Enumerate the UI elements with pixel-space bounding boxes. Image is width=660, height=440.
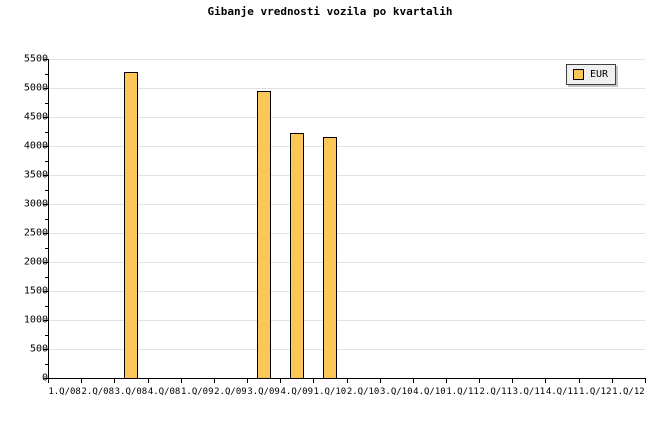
gridline bbox=[48, 233, 645, 234]
x-axis-tick-mark bbox=[446, 378, 447, 383]
y-axis-tick-mark bbox=[43, 175, 48, 176]
y-axis-tick-mark bbox=[43, 349, 48, 350]
y-axis-minor-tick bbox=[45, 219, 48, 220]
x-axis-tick-mark bbox=[247, 378, 248, 383]
legend-label-eur: EUR bbox=[590, 69, 609, 80]
x-axis-tick-mark bbox=[545, 378, 546, 383]
y-axis-tick-label: 3500 bbox=[23, 169, 48, 181]
x-axis-tick-mark bbox=[280, 378, 281, 383]
x-axis-tick-label: 4.Q/08 bbox=[147, 387, 181, 397]
chart-title: Gibanje vrednosti vozila po kvartalih bbox=[207, 5, 453, 18]
y-axis-tick-mark bbox=[43, 88, 48, 89]
x-axis-tick-mark bbox=[479, 378, 480, 383]
x-axis-tick-mark bbox=[81, 378, 82, 383]
y-axis-minor-tick bbox=[45, 277, 48, 278]
y-axis-minor-tick bbox=[45, 335, 48, 336]
x-axis-tick-label: 1.Q/12 bbox=[578, 387, 612, 397]
gridline bbox=[48, 349, 645, 350]
x-axis-tick-label: 1.Q/09 bbox=[180, 387, 214, 397]
x-axis-tick-mark bbox=[413, 378, 414, 383]
x-axis-tick-label: 3.Q/11 bbox=[512, 387, 546, 397]
x-axis-tick-label: 1.Q/10 bbox=[313, 387, 347, 397]
x-axis: 1.Q/08 2.Q/08 3.Q/08 4.Q/08 1.Q/09 2.Q/09 3.Q/… bbox=[48, 378, 646, 440]
x-axis-tick-label: 3.Q/10 bbox=[379, 387, 413, 397]
x-axis-tick-mark bbox=[579, 378, 580, 383]
bar[interactable] bbox=[256, 91, 271, 378]
y-axis-tick-label: 1500 bbox=[23, 285, 48, 297]
x-axis-tick-label: 4.Q/10 bbox=[413, 387, 446, 397]
y-axis-tick-label: 2500 bbox=[23, 227, 48, 239]
x-axis-tick-mark bbox=[148, 378, 149, 383]
bar[interactable] bbox=[322, 137, 337, 378]
y-axis-tick-label: 1000 bbox=[23, 314, 48, 326]
y-axis-tick-label: 0 bbox=[4, 373, 48, 384]
bar[interactable] bbox=[123, 72, 138, 378]
x-axis-tick-label: 4.Q/09 bbox=[280, 387, 314, 397]
y-axis-minor-tick bbox=[45, 364, 48, 365]
y-axis-tick-mark bbox=[43, 320, 48, 321]
x-axis-tick-label: 2.Q/10 bbox=[346, 387, 380, 397]
x-axis-tick-label: 2.Q/08 bbox=[81, 387, 115, 397]
x-axis-tick-mark bbox=[181, 378, 182, 383]
y-axis-tick-mark bbox=[43, 146, 48, 147]
y-axis-tick-mark bbox=[43, 204, 48, 205]
y-axis-minor-tick bbox=[45, 248, 48, 249]
gridline bbox=[48, 262, 645, 263]
gridline bbox=[48, 175, 645, 176]
x-axis-tick-mark bbox=[645, 378, 646, 383]
x-axis-tick-label: 2.Q/09 bbox=[214, 387, 247, 397]
gridline bbox=[48, 117, 645, 118]
legend-swatch-eur bbox=[573, 69, 584, 80]
x-axis-tick-mark bbox=[612, 378, 613, 383]
gridline bbox=[48, 59, 645, 60]
gridline bbox=[48, 291, 645, 292]
x-axis-tick-label: 4.Q/11 bbox=[545, 387, 579, 397]
y-axis-tick-label: 5500 bbox=[23, 53, 48, 65]
x-axis-tick-mark bbox=[313, 378, 314, 383]
y-axis-tick-label: 4500 bbox=[23, 111, 48, 123]
x-axis-tick-label: 3.Q/08 bbox=[114, 387, 148, 397]
y-axis-minor-tick bbox=[45, 74, 48, 75]
y-axis-tick-label: 5000 bbox=[23, 82, 48, 94]
y-axis-minor-tick bbox=[45, 103, 48, 104]
gridline bbox=[48, 204, 645, 205]
y-axis-tick-mark bbox=[43, 378, 48, 379]
gridline bbox=[48, 88, 645, 89]
x-axis-tick-label: 1.Q/11 bbox=[446, 387, 479, 397]
y-axis-line bbox=[48, 59, 49, 379]
x-axis-tick-mark bbox=[380, 378, 381, 383]
x-axis-tick-label: 1.Q/08 bbox=[48, 387, 81, 397]
plot-area bbox=[48, 59, 645, 378]
x-axis-tick-mark bbox=[114, 378, 115, 383]
x-axis-tick-label: 1.Q/12 bbox=[612, 387, 645, 397]
x-axis-tick-mark bbox=[214, 378, 215, 383]
x-axis-tick-mark bbox=[347, 378, 348, 383]
x-axis-tick-mark bbox=[512, 378, 513, 383]
y-axis-tick-label: 3000 bbox=[23, 198, 48, 210]
x-axis-tick-label: 3.Q/09 bbox=[247, 387, 280, 397]
y-axis-tick-label: 4000 bbox=[23, 140, 48, 152]
y-axis-tick-mark bbox=[43, 262, 48, 263]
gridline bbox=[48, 320, 645, 321]
gridline bbox=[48, 146, 645, 147]
y-axis-minor-tick bbox=[45, 161, 48, 162]
y-axis-tick-mark bbox=[43, 233, 48, 234]
y-axis-minor-tick bbox=[45, 132, 48, 133]
y-axis-tick-label: 2000 bbox=[23, 256, 48, 268]
bar[interactable] bbox=[289, 133, 304, 378]
chart-legend[interactable]: EUR bbox=[566, 64, 617, 85]
y-axis-tick-label: 500 bbox=[29, 343, 48, 355]
y-axis: 0 500 1000 1500 2000 2500 3000 3500 4000 4500 5000… bbox=[0, 0, 48, 440]
y-axis-tick-mark bbox=[43, 291, 48, 292]
y-axis-tick-mark bbox=[43, 59, 48, 60]
y-axis-tick-mark bbox=[43, 117, 48, 118]
x-axis-tick-label: 2.Q/11 bbox=[479, 387, 513, 397]
y-axis-minor-tick bbox=[45, 190, 48, 191]
y-axis-minor-tick bbox=[45, 306, 48, 307]
x-axis-tick-mark bbox=[48, 378, 49, 383]
